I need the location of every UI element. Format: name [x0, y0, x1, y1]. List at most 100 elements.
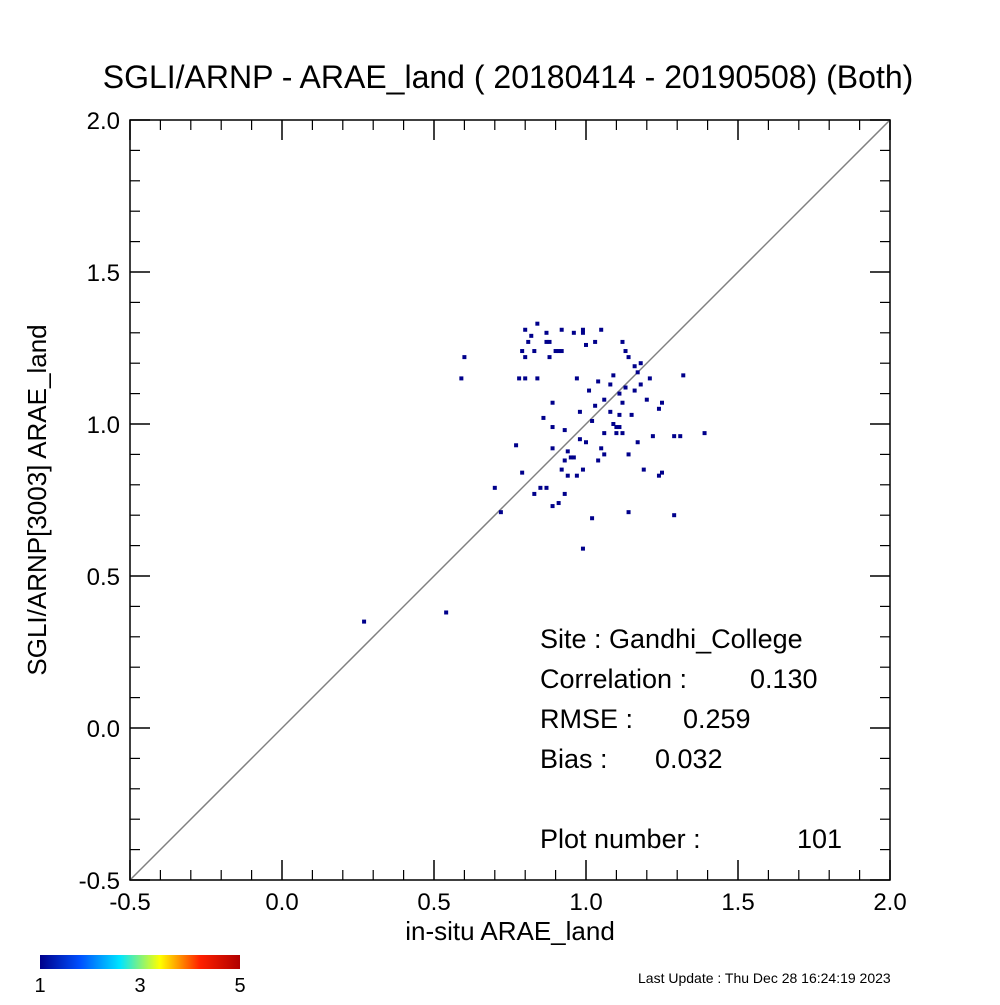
data-point: [584, 342, 588, 347]
data-point: [617, 412, 622, 417]
y-tick-label: 0.0: [87, 716, 120, 743]
data-point: [602, 452, 607, 457]
data-point: [635, 370, 640, 375]
data-point: [550, 446, 555, 451]
data-point: [623, 349, 628, 354]
data-point: [556, 349, 561, 354]
data-point: [602, 431, 607, 436]
data-point: [656, 473, 661, 478]
data-point: [532, 491, 537, 496]
data-point: [523, 355, 528, 360]
data-point: [656, 406, 661, 411]
data-point: [650, 434, 655, 439]
colorbar-labels: 1 3 5: [34, 975, 245, 997]
data-point: [559, 327, 564, 332]
data-point: [611, 373, 616, 378]
data-point: [660, 470, 664, 475]
stat-label: RMSE :: [540, 704, 633, 734]
data-point: [517, 376, 522, 381]
x-tick-label: 1.5: [721, 889, 754, 916]
data-point: [577, 437, 582, 442]
data-point: [672, 513, 677, 518]
data-point: [556, 501, 561, 506]
data-point: [681, 373, 686, 378]
data-point: [529, 333, 534, 338]
data-point: [599, 327, 604, 332]
x-tick-label: 2.0: [873, 889, 906, 916]
data-point: [593, 403, 598, 408]
data-point: [562, 458, 567, 463]
data-point: [568, 455, 573, 460]
chart-title: SGLI/ARNP - ARAE_land ( 20180414 - 20190…: [103, 59, 914, 95]
data-point: [520, 470, 525, 475]
data-point: [544, 339, 549, 344]
data-point: [550, 400, 555, 405]
x-axis-title: in-situ ARAE_land: [405, 916, 615, 946]
y-tick-label: 2.0: [87, 108, 120, 135]
y-tick-label: 1.0: [87, 412, 120, 439]
data-point: [535, 376, 540, 381]
data-point: [544, 485, 549, 490]
data-point: [550, 504, 555, 509]
stat-label: Plot number :: [540, 824, 701, 854]
data-point: [611, 422, 616, 426]
data-point: [614, 425, 619, 430]
data-point: [647, 376, 652, 381]
data-point: [547, 355, 552, 360]
data-point: [492, 485, 497, 490]
data-point: [617, 425, 622, 430]
data-point: [617, 391, 622, 396]
stat-value: 0.259: [683, 704, 751, 734]
data-point: [660, 400, 664, 405]
x-tick-label: -0.5: [109, 889, 150, 916]
data-point: [596, 458, 601, 463]
data-point: [614, 431, 619, 436]
data-point: [672, 434, 677, 439]
colorbar-tick-label: 1: [34, 975, 45, 997]
data-point: [520, 349, 525, 354]
x-tick-label: 0.0: [265, 889, 298, 916]
plot-frame: [129, 119, 891, 881]
data-point: [580, 546, 585, 551]
data-point: [702, 431, 707, 436]
data-point: [599, 446, 604, 451]
data-point: [638, 382, 643, 387]
x-tick-label: 0.5: [417, 889, 450, 916]
data-point: [462, 355, 467, 360]
data-point: [550, 425, 555, 430]
data-point: [498, 510, 503, 515]
data-point: [571, 330, 576, 335]
data-point: [638, 361, 643, 366]
data-point: [526, 339, 531, 344]
data-point: [571, 455, 576, 460]
data-point: [580, 467, 585, 472]
data-point: [584, 440, 588, 445]
data-point: [574, 376, 579, 381]
y-tick-label: 0.5: [87, 564, 120, 591]
data-point: [459, 376, 464, 381]
data-point: [626, 355, 631, 360]
data-points: [362, 321, 707, 624]
data-point: [559, 467, 564, 472]
data-point: [547, 339, 552, 344]
data-point: [590, 418, 595, 423]
data-point: [444, 610, 449, 615]
data-point: [626, 452, 631, 457]
data-point: [602, 397, 607, 402]
data-point: [596, 379, 601, 384]
data-point: [532, 349, 537, 354]
data-point: [553, 349, 558, 354]
data-point: [590, 516, 595, 521]
data-point: [559, 349, 564, 354]
data-point: [635, 440, 640, 445]
data-point: [514, 443, 519, 448]
data-point: [565, 473, 570, 478]
data-point: [541, 415, 546, 420]
data-point: [608, 382, 613, 387]
data-point: [644, 397, 649, 402]
data-point: [577, 409, 582, 414]
data-point: [523, 327, 528, 332]
data-point: [620, 339, 625, 344]
stat-value: 0.032: [655, 744, 723, 774]
